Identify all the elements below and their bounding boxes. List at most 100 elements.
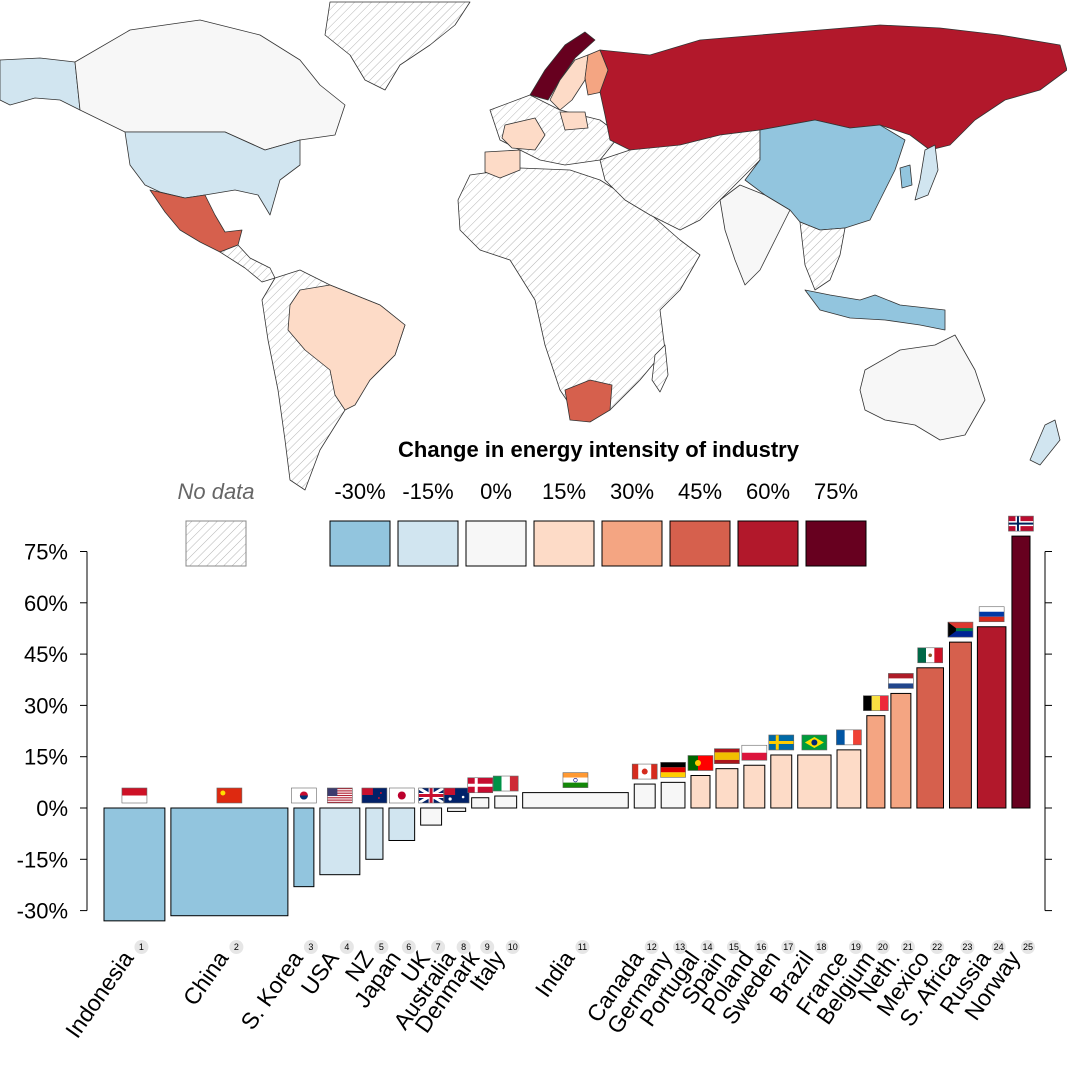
map-nz	[1029, 419, 1061, 466]
rank-label: 6	[406, 942, 411, 952]
rank-badge	[814, 940, 829, 954]
rank-label: 20	[878, 942, 888, 952]
map-france	[501, 117, 546, 151]
rank-label: 8	[461, 942, 466, 952]
world-map	[0, 1, 1067, 491]
rank-badge	[700, 940, 715, 954]
legend-label: -30%	[334, 479, 385, 504]
bar-portugal	[690, 775, 711, 809]
bar-italy	[494, 795, 518, 809]
rank-label: 3	[308, 942, 313, 952]
legend-label: -15%	[402, 479, 453, 504]
bar-japan	[388, 807, 416, 841]
legend-swatch	[533, 520, 595, 567]
y-tick-label: 0%	[36, 796, 68, 821]
map-poland	[559, 111, 589, 131]
rank-badge	[781, 940, 796, 954]
map-china	[744, 119, 906, 231]
category-label: USA	[296, 945, 345, 999]
legend-label: 45%	[678, 479, 722, 504]
rank-badge	[401, 940, 416, 954]
rank-badge	[900, 940, 915, 954]
y-tick-label: 15%	[24, 745, 68, 770]
y-tick-label: 75%	[24, 540, 68, 565]
map-mexico	[149, 189, 243, 253]
bar-russia	[976, 626, 1007, 809]
flag-za-icon	[947, 621, 974, 638]
rank-badge	[673, 940, 688, 954]
bar-neth-	[890, 692, 912, 809]
rank-label: 17	[783, 942, 793, 952]
rank-badge	[644, 940, 659, 954]
legend-swatch	[669, 520, 731, 567]
rank-badge	[726, 940, 741, 954]
flag-br-icon	[801, 734, 828, 751]
bar-poland	[743, 764, 766, 809]
map-australia	[859, 334, 986, 441]
bar-sweden	[770, 754, 793, 809]
bar-spain	[715, 768, 739, 809]
rank-label: 14	[702, 942, 712, 952]
flag-ca-icon	[631, 763, 658, 780]
flag-se-icon	[768, 734, 795, 751]
bar-nz	[365, 807, 384, 860]
bars	[103, 535, 1031, 922]
flag-fr-icon	[836, 729, 862, 746]
rank-label: 5	[379, 942, 384, 952]
map-madagascar	[651, 344, 669, 393]
legend-swatch	[601, 520, 663, 567]
rank-label: 18	[816, 942, 826, 952]
rank-badge	[875, 940, 890, 954]
flag-id-icon	[121, 787, 148, 804]
rank-label: 7	[436, 942, 441, 952]
map-india	[719, 184, 791, 286]
rank-label: 24	[994, 942, 1004, 952]
rank-badge	[339, 940, 354, 954]
flag-in-icon	[562, 772, 589, 788]
flag-de-icon	[660, 762, 686, 778]
legend-swatch	[465, 520, 527, 567]
flag-dk-icon	[467, 777, 494, 794]
flag-us-icon	[327, 787, 353, 804]
bar-uk	[420, 807, 443, 826]
rank-label: 19	[851, 942, 861, 952]
legend-label: 75%	[814, 479, 858, 504]
map-usa	[124, 131, 301, 216]
rank-badge	[1020, 940, 1035, 954]
flag-pl-icon	[741, 744, 768, 761]
rank-label: 21	[903, 942, 913, 952]
map-brazil	[287, 284, 406, 411]
legend-swatch	[805, 520, 867, 567]
rank-label: 16	[756, 942, 766, 952]
flag-mx-icon	[917, 647, 943, 664]
rank-label: 2	[234, 942, 239, 952]
y-tick-label: -15%	[17, 847, 68, 872]
legend-swatch	[737, 520, 799, 567]
flag-nz-icon	[361, 787, 388, 804]
rank-badge	[848, 940, 863, 954]
rank-badge	[480, 940, 495, 954]
map-se-asia	[799, 221, 846, 291]
bar-norway	[1011, 535, 1031, 809]
y-tick-label: 60%	[24, 591, 68, 616]
legend-label: 15%	[542, 479, 586, 504]
legend-label-no-data: No data	[177, 479, 254, 504]
legend-label: 30%	[610, 479, 654, 504]
bar-usa	[319, 807, 361, 876]
bar-brazil	[797, 754, 832, 809]
flag-no-icon	[1008, 515, 1034, 532]
bar-canada	[633, 783, 656, 809]
flag-ru-icon	[978, 606, 1005, 623]
flag-au-icon	[443, 787, 470, 804]
map-norway	[529, 31, 596, 101]
legend-swatch-no-data	[185, 520, 247, 567]
flag-cn-icon	[216, 787, 243, 804]
map-alaska	[0, 57, 81, 111]
category-label: S. Korea	[235, 946, 308, 1034]
rank-badge	[754, 940, 769, 954]
rank-label: 9	[485, 942, 490, 952]
map-indonesia	[804, 289, 946, 331]
map-greenland	[324, 1, 471, 91]
flag-kr-icon	[291, 787, 317, 804]
